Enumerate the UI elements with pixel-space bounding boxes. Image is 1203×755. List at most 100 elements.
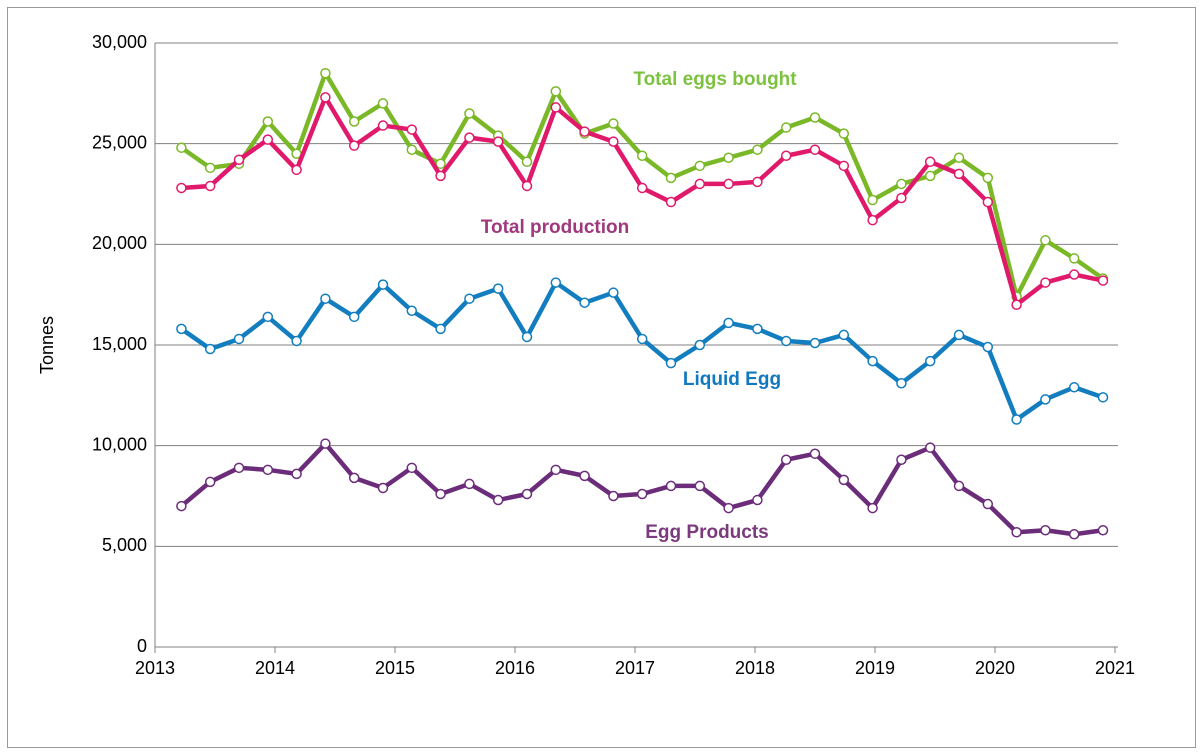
- series-marker: [464, 108, 475, 119]
- y-tick-label: 15,000: [92, 334, 147, 354]
- series-marker: [204, 476, 216, 488]
- series-marker: [176, 323, 187, 335]
- series-marker: [550, 102, 562, 113]
- series-line: [181, 95, 1104, 307]
- series-marker: [348, 140, 360, 151]
- series-marker: [406, 305, 418, 317]
- series-marker: [896, 178, 907, 190]
- series-marker: [752, 144, 763, 155]
- series-marker: [665, 172, 677, 184]
- series-marker: [1097, 392, 1109, 403]
- series-marker: [608, 287, 619, 298]
- series-marker: [464, 478, 475, 490]
- series-marker: [435, 323, 446, 335]
- series-marker: [464, 132, 475, 143]
- x-tick-label: 2013: [135, 658, 175, 678]
- series-marker: [665, 196, 677, 208]
- series-marker: [924, 156, 936, 168]
- series-marker: [896, 378, 907, 389]
- y-tick-label: 10,000: [92, 434, 147, 454]
- y-tick-label: 5,000: [102, 535, 147, 555]
- series-marker: [982, 172, 994, 184]
- y-tick-label: 20,000: [92, 233, 147, 253]
- series-marker: [492, 136, 504, 147]
- series-marker: [838, 474, 850, 486]
- series-marker: [204, 343, 216, 355]
- series-marker: [348, 116, 360, 127]
- series-marker: [752, 323, 763, 335]
- series-marker: [262, 311, 274, 323]
- series-marker: [291, 335, 302, 347]
- series-marker: [348, 472, 360, 484]
- x-tick-label: 2015: [375, 658, 415, 678]
- series-marker: [809, 337, 821, 349]
- x-tick-label: 2017: [615, 658, 655, 678]
- series-marker: [723, 502, 734, 514]
- series-marker: [694, 339, 706, 351]
- series-marker: [550, 86, 562, 97]
- series-marker: [982, 341, 994, 353]
- series-marker: [838, 128, 850, 139]
- series-marker: [550, 464, 562, 476]
- series-marker: [723, 317, 734, 329]
- series-marker: [896, 192, 907, 204]
- series-marker: [1068, 269, 1080, 280]
- series-marker: [809, 144, 821, 155]
- series-marker: [982, 498, 994, 510]
- series-marker: [320, 293, 331, 304]
- series-line: [180, 280, 1104, 422]
- series-marker: [867, 355, 878, 367]
- series-marker: [406, 144, 418, 155]
- series-marker: [204, 180, 216, 192]
- series-marker: [1040, 235, 1051, 246]
- series-marker: [1011, 299, 1022, 310]
- series-marker: [348, 311, 360, 323]
- series-marker: [435, 488, 446, 500]
- x-tick-label: 2014: [255, 658, 295, 678]
- series-marker: [176, 142, 187, 153]
- series-marker: [492, 283, 504, 294]
- series-marker: [867, 502, 878, 514]
- series-marker: [233, 333, 245, 345]
- series-marker: [809, 112, 821, 123]
- series-marker: [579, 470, 590, 482]
- series-marker: [924, 170, 936, 182]
- series-marker: [233, 462, 245, 474]
- series-marker: [694, 160, 706, 172]
- y-tick-label: 0: [137, 636, 147, 656]
- series-marker: [608, 490, 619, 502]
- series-marker: [204, 162, 216, 174]
- series-marker: [1068, 529, 1080, 540]
- series-marker: [694, 178, 706, 190]
- series-marker: [867, 214, 878, 226]
- series-marker: [694, 480, 706, 492]
- series-label: Total eggs bought: [633, 69, 797, 90]
- series-marker: [780, 335, 792, 347]
- series-marker: [608, 136, 619, 147]
- series-marker: [1097, 275, 1109, 286]
- series-marker: [982, 196, 994, 208]
- series-marker: [953, 152, 965, 164]
- series-marker: [550, 277, 562, 288]
- series-marker: [953, 480, 965, 492]
- series-marker: [723, 152, 734, 164]
- series-marker: [377, 98, 389, 109]
- series-marker: [780, 122, 792, 133]
- series-marker: [262, 464, 274, 476]
- series-marker: [780, 454, 792, 466]
- series-marker: [896, 454, 907, 466]
- series-marker: [320, 92, 331, 103]
- chart-frame: [7, 7, 1196, 748]
- series-marker: [435, 158, 446, 170]
- series-marker: [636, 488, 648, 500]
- series-marker: [953, 329, 965, 341]
- series-marker: [1011, 414, 1022, 425]
- series-marker: [176, 182, 187, 194]
- series-marker: [262, 116, 274, 127]
- series-marker: [1040, 394, 1051, 405]
- series-label: Total production: [481, 217, 629, 238]
- series-marker: [492, 494, 504, 506]
- series-marker: [521, 156, 533, 168]
- series-marker: [1068, 382, 1080, 393]
